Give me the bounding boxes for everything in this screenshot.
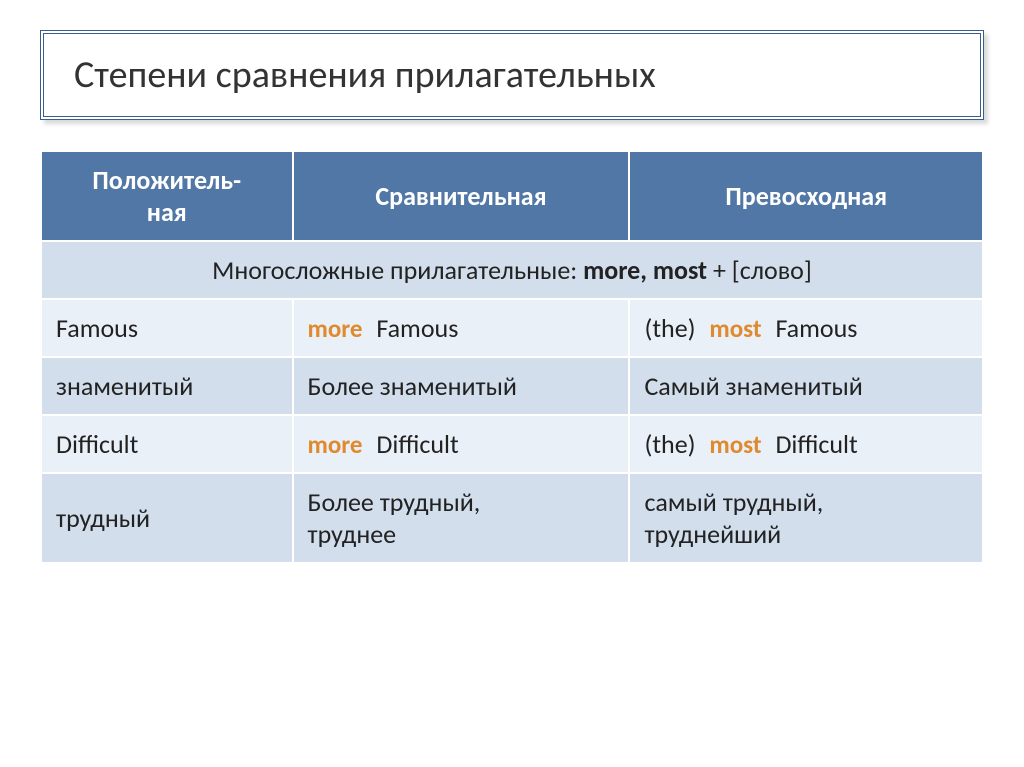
col-header-positive-l2: ная xyxy=(147,196,187,228)
subheader-cell: Многосложные прилагательные: more, most … xyxy=(41,241,983,299)
line2: труднее xyxy=(308,518,397,550)
word: Famous xyxy=(775,312,857,344)
col-header-comparative-l1: Сравнительная xyxy=(375,180,546,212)
cell-comparative-ru: Более знаменитый xyxy=(293,357,630,415)
line1: Более трудный, xyxy=(308,486,481,518)
word: Difficult xyxy=(376,428,458,460)
col-header-positive: Положитель- ная xyxy=(41,151,293,241)
cell-positive-ru: трудный xyxy=(41,473,293,563)
word: Difficult xyxy=(775,428,857,460)
table-row: Difficult more Difficult (the) most Diff… xyxy=(41,415,983,473)
accent-most: most xyxy=(709,429,761,460)
accent-more: more xyxy=(308,313,363,344)
cell-superlative: (the) most Famous xyxy=(629,299,983,357)
cell-positive: Difficult xyxy=(41,415,293,473)
col-header-positive-l1: Положитель- xyxy=(92,164,241,196)
table-header-row: Положитель- ная Сравнительная Превосходн… xyxy=(41,151,983,241)
cell-positive-ru: знаменитый xyxy=(41,357,293,415)
cell-comparative: more Difficult xyxy=(293,415,630,473)
cell-comparative-ru: Более трудный, труднее xyxy=(293,473,630,563)
col-header-superlative-l1: Превосходная xyxy=(725,180,887,212)
word: Famous xyxy=(376,312,458,344)
accent-most: most xyxy=(709,313,761,344)
cell-positive: Famous xyxy=(41,299,293,357)
cell-superlative-ru: самый трудный, труднейший xyxy=(629,473,983,563)
line2: труднейший xyxy=(644,518,781,550)
table-row: знаменитый Более знаменитый Самый знамен… xyxy=(41,357,983,415)
subheader-suffix: + [слово] xyxy=(707,254,812,286)
page-title: Степени сравнения прилагательных xyxy=(74,52,950,98)
comparison-table: Положитель- ная Сравнительная Превосходн… xyxy=(40,150,984,564)
cell-superlative: (the) most Difficult xyxy=(629,415,983,473)
table-row: Famous more Famous (the) most Famous xyxy=(41,299,983,357)
col-header-comparative: Сравнительная xyxy=(293,151,630,241)
title-container: Степени сравнения прилагательных xyxy=(40,30,984,120)
col-header-superlative: Превосходная xyxy=(629,151,983,241)
subheader-prefix: Многосложные прилагательные: xyxy=(212,254,583,286)
paren-the: (the) xyxy=(644,428,695,460)
line1: самый трудный, xyxy=(644,486,823,518)
cell-superlative-ru: Самый знаменитый xyxy=(629,357,983,415)
paren-the: (the) xyxy=(644,312,695,344)
accent-more: more xyxy=(308,429,363,460)
table-row: трудный Более трудный, труднее самый тру… xyxy=(41,473,983,563)
table-subheader-row: Многосложные прилагательные: more, most … xyxy=(41,241,983,299)
subheader-bold: more, most xyxy=(583,254,707,286)
cell-comparative: more Famous xyxy=(293,299,630,357)
